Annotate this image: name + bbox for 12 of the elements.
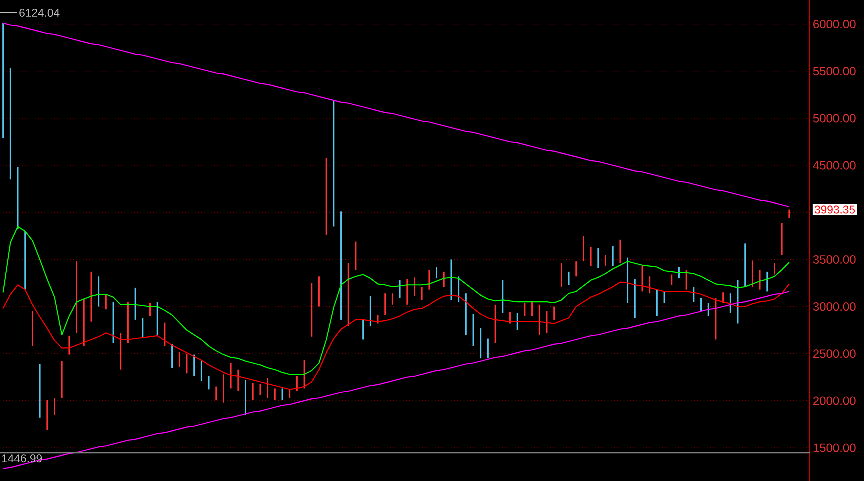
y-tick-label: 1500.00 [814, 444, 856, 452]
y-tick-label: 3000.00 [813, 302, 856, 312]
annotation: 6124.04 [20, 8, 60, 18]
text: 3993.35 [814, 206, 856, 214]
y-tick-label: 4500.00 [813, 161, 856, 170]
y-tick-label: 6000.00 [814, 20, 856, 29]
y-tick-label: 5000.00 [813, 114, 856, 123]
y-tick-label: 3500.00 [813, 255, 856, 264]
y-tick-label: 5500.00 [813, 67, 856, 76]
y-tick-label: 2000.00 [814, 396, 856, 406]
y-tick-label: 2500.00 [814, 350, 856, 358]
ref-line-label: 1446.99 [2, 454, 42, 463]
